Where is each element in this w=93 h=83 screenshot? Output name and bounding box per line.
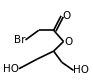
Text: HO: HO (3, 64, 19, 74)
Text: Br: Br (14, 35, 25, 45)
Text: HO: HO (73, 65, 89, 75)
Text: O: O (64, 37, 73, 46)
Text: O: O (62, 11, 70, 21)
